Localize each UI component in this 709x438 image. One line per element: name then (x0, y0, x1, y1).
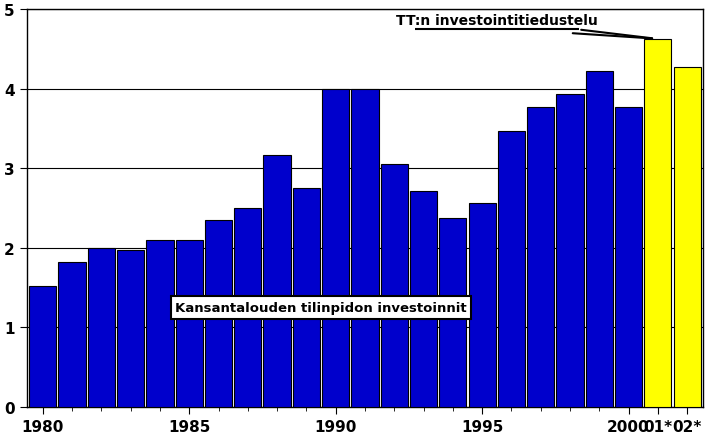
Bar (498, 131, 525, 407)
Bar (88, 248, 115, 407)
Bar (293, 189, 320, 407)
Bar (205, 220, 232, 407)
Text: TT:n investointitiedustelu: TT:n investointitiedustelu (396, 14, 652, 39)
Bar (234, 208, 262, 407)
Text: TT:n investointitiedustelu: TT:n investointitiedustelu (396, 14, 598, 28)
Bar (410, 191, 437, 407)
Bar (352, 89, 379, 407)
Bar (644, 39, 671, 407)
Text: Kansantalouden tilinpidon investoinnit: Kansantalouden tilinpidon investoinnit (175, 301, 467, 314)
Bar (59, 263, 86, 407)
Bar (469, 203, 496, 407)
Bar (29, 286, 57, 407)
Bar (557, 95, 584, 407)
Bar (264, 155, 291, 407)
Bar (586, 72, 613, 407)
Bar (439, 218, 467, 407)
Bar (322, 89, 350, 407)
Bar (146, 240, 174, 407)
Bar (176, 240, 203, 407)
Bar (381, 165, 408, 407)
Bar (674, 68, 700, 407)
Bar (527, 108, 554, 407)
Bar (117, 251, 145, 407)
Bar (615, 108, 642, 407)
